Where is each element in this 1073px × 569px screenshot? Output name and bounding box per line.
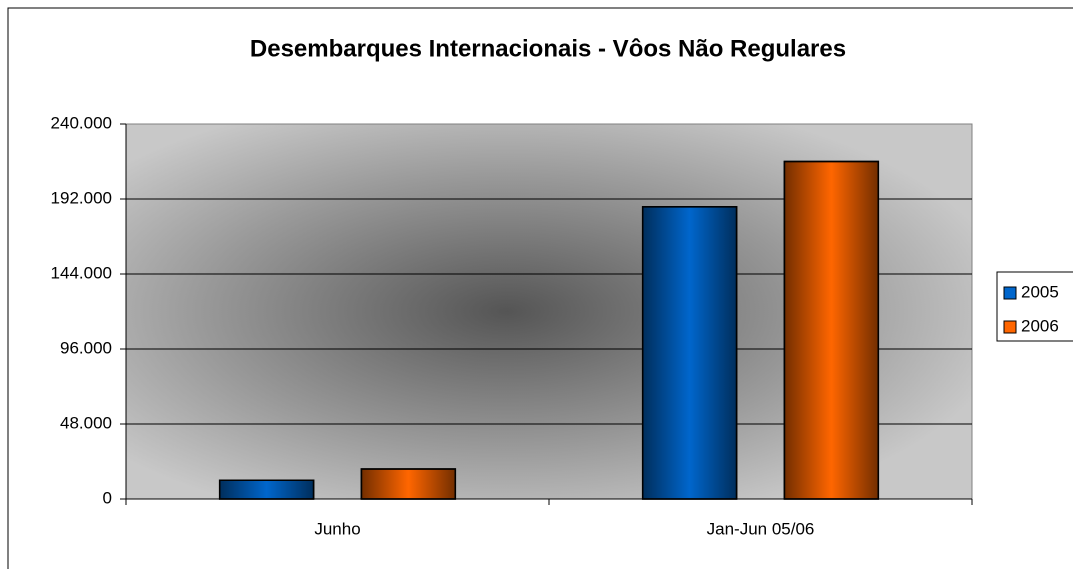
x-tick-label: Jan-Jun 05/06 bbox=[707, 519, 815, 538]
bar-shade bbox=[783, 160, 880, 500]
legend-swatch bbox=[1003, 286, 1017, 300]
y-tick-label: 144.000 bbox=[51, 263, 112, 282]
bar-shade bbox=[218, 479, 315, 500]
y-tick-label: 48.000 bbox=[60, 413, 112, 432]
x-tick-label: Junho bbox=[314, 519, 360, 538]
y-tick-label: 96.000 bbox=[60, 338, 112, 357]
legend-swatch bbox=[1003, 320, 1017, 334]
y-tick-label: 0 bbox=[103, 488, 112, 507]
chart-title: Desembarques Internacionais - Vôos Não R… bbox=[250, 35, 846, 62]
y-tick-label: 240.000 bbox=[51, 113, 112, 132]
bar-shade bbox=[360, 468, 457, 500]
y-tick-label: 192.000 bbox=[51, 188, 112, 207]
legend-label: 2005 bbox=[1021, 282, 1059, 301]
legend-label: 2006 bbox=[1021, 316, 1059, 335]
bar-shade bbox=[641, 206, 738, 500]
